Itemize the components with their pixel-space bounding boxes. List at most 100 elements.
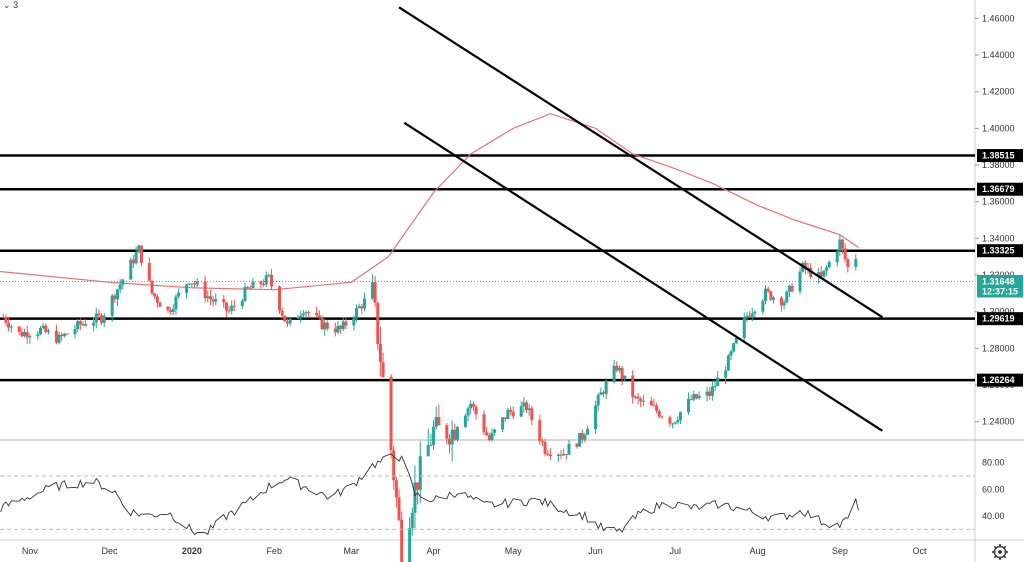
candle-body [846,259,850,267]
candle-body [437,417,441,426]
candle-body [761,300,765,312]
candle-body [580,432,584,440]
candle-body [131,259,135,264]
candle-body [54,330,58,343]
level-badge [977,312,1023,326]
time-axis-label: Feb [266,546,282,556]
candle-body [187,283,191,285]
candle-body [639,398,643,402]
candle-body [649,400,653,406]
candle-body [408,527,412,562]
candle-body [782,302,786,306]
candle-body [764,288,768,301]
candle-body [657,411,661,417]
candle-body [370,282,374,299]
candle-body [660,416,664,418]
candle-body [426,444,430,457]
candle-body [835,251,839,263]
candle-body [264,275,268,285]
candle-body [248,287,252,289]
candle-body [336,325,340,333]
oscillator-axis-tick-label: 80.00 [982,458,1005,468]
price-axis-tick-label: 1.36000 [982,197,1015,207]
candle-body [278,286,282,311]
candle-body [819,272,823,277]
candle-body [673,422,677,424]
candle-body [147,262,151,281]
candle-body [827,262,831,268]
candle-body [339,325,343,330]
candle-body [708,391,712,396]
candle-body [65,333,69,335]
candle-body [38,328,42,335]
price-badges-layer: 1.38515 1.36679 1.33325 1.29619 1.26264 1.316… [977,149,1023,387]
candle-body [392,450,396,481]
candle-body [583,434,587,440]
candle-body [76,321,80,330]
level-badge [977,244,1023,258]
candle-body [36,334,40,337]
candle-body [726,355,730,371]
candle-body [686,398,690,413]
candle-body [817,272,821,278]
time-axis-label: Jul [669,546,681,556]
candle-body [304,312,308,314]
candle-body [153,293,157,297]
candle-body [652,405,656,407]
time-axis-label: Nov [22,546,39,556]
candle-body [787,285,791,292]
current-price-badge-label: 1.31648 [982,276,1015,286]
oscillator-axis-tick-label: 60.00 [982,484,1005,494]
candle-body [671,423,675,425]
candle-body [453,429,457,440]
candle-body [596,395,600,406]
candle-body [779,297,783,306]
candle-body [397,497,401,520]
candle-body [110,295,114,316]
candles-layer [1,234,858,562]
candle-body [243,287,247,302]
candle-body [400,519,404,562]
candle-body [155,296,159,303]
candle-body [750,313,754,317]
level-badge [977,373,1023,387]
candle-body [602,392,606,394]
candle-body [519,406,523,417]
candle-body [320,316,324,330]
candle-body [455,427,459,440]
candle-body [224,302,228,311]
candle-body [20,331,24,337]
candle-body [745,315,749,318]
time-axis-label: Jun [588,546,603,556]
price-axis-tick-label: 1.46000 [982,13,1015,23]
indicator-count-label[interactable]: ⌄ 3 [0,0,22,11]
candle-body [222,299,226,303]
candle-body [466,408,470,416]
level-badge-label: 1.33325 [982,246,1015,256]
candle-body [562,454,566,456]
candle-body [705,391,709,396]
candle-body [299,315,303,318]
candle-body [493,429,497,433]
candle-body [360,306,364,309]
candle-body [522,402,526,407]
channel-trendlines-layer [398,6,883,432]
price-axis-tick-label: 1.40000 [982,123,1015,133]
candle-body [129,259,133,280]
countdown-badge-label: 12:37:15 [982,287,1018,297]
candle-body [362,298,366,309]
candle-body [94,313,98,323]
time-axis-label: Sep [832,546,848,556]
candle-body [259,281,263,285]
level-badge-label: 1.26264 [982,375,1015,385]
candle-body [410,512,414,528]
settings-gear-icon[interactable] [992,544,1008,560]
candle-body [734,338,738,344]
candle-body [487,435,491,441]
candle-body [689,398,693,400]
candle-body [211,299,215,302]
candle-body [317,315,321,317]
candle-body [333,328,337,333]
